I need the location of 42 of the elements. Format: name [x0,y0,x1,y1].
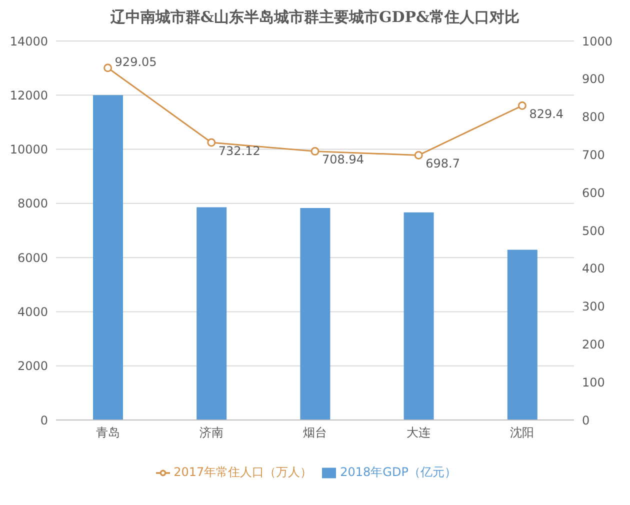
y-tick-label: 8000 [17,196,48,211]
point [518,101,526,110]
x-tick-label: 烟台 [303,426,327,440]
y-tick-label: 6000 [17,250,48,265]
y-tick-label: 10000 [10,142,48,157]
bar [404,212,434,420]
y2-tick-label: 300 [582,300,605,314]
data-label: 732.12 [218,144,260,158]
x-tick-label: 沈阳 [510,426,534,440]
y2-tick-label: 600 [582,186,605,200]
y-tick-label: 12000 [10,88,48,102]
data-label: 829.4 [529,106,564,121]
x-tick-label: 大连 [406,426,431,440]
y2-tick-label: 700 [582,148,605,162]
point [207,138,216,147]
y-tick-label: 14000 [10,34,48,48]
y2-tick-label: 400 [582,262,605,276]
data-label: 698.7 [426,156,460,170]
data-label: 929.05 [114,55,157,70]
legend-label: 2017年常住人口（万人） [174,465,312,479]
y2-tick-label: 500 [582,224,605,238]
bar [507,250,538,420]
y-tick-label: 2000 [17,359,48,374]
y2-tick-label: 1000 [582,34,613,48]
data-label: 708.94 [322,152,364,167]
y2-tick-label: 100 [582,375,605,390]
point [104,64,112,72]
x-tick-label: 济南 [199,426,224,440]
legend-label: 2018年GDP（亿元） [340,465,456,479]
y-tick-label: 4000 [17,304,48,319]
bar [300,208,330,420]
point [414,150,423,160]
x-tick-label: 青岛 [96,426,120,440]
y-tick-label: 0 [40,413,48,428]
y2-tick-label: 800 [582,110,605,124]
bar [93,95,123,420]
chart-title: 辽中南城市群&山东半岛城市群主要城市GDP&常住人口对比 [109,8,521,27]
point [310,147,320,156]
y2-tick-label: 200 [582,337,605,352]
y2-tick-label: 900 [582,72,605,86]
bar [196,207,227,420]
y2-tick-label: 0 [582,413,590,428]
